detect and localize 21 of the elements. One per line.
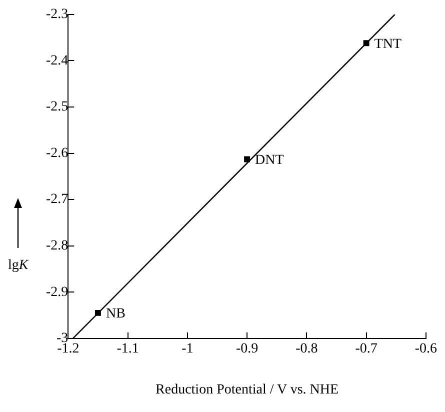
y-tick-label: -2.4 [46,53,68,68]
y-tick-label: -2.6 [46,146,68,161]
x-tick-label: -0.9 [236,341,258,356]
x-tick-label: -0.6 [414,341,438,356]
x-tick-label: -0.8 [296,341,318,356]
x-tick-label: -1 [182,341,194,356]
y-tick-label: -2.5 [46,100,68,115]
y-tick-label: -2.7 [46,192,68,208]
y-axis-title: lgK [8,258,28,274]
point [244,156,250,162]
annotation: TNT [374,36,402,52]
y-tick-label: -2.3 [46,7,68,22]
x-tick-label: -1.1 [116,341,139,356]
annotation: NB [106,306,126,322]
y-tick-label: -2.8 [46,238,68,254]
point [95,310,101,316]
point [363,40,370,46]
x-tick-label: -0.7 [355,341,378,356]
annotation: DNT [255,152,284,168]
y-tick-label: -2.9 [46,284,68,300]
x-axis-title: Reduction Potential / V vs. NHE [156,382,339,398]
